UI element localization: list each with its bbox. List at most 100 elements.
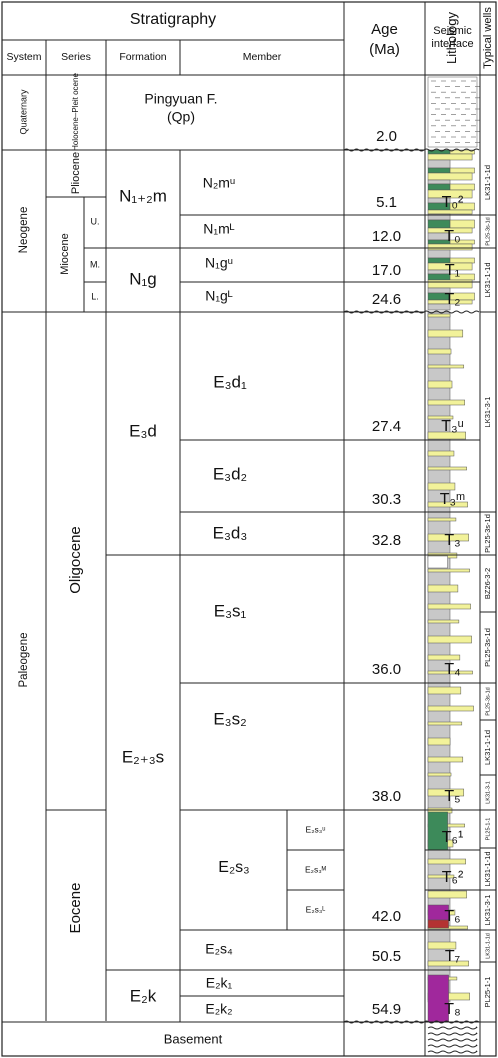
basement-wavy-line [427,1050,478,1054]
member-label: E₃d₁ [213,372,247,391]
basement-label: Basement [164,1031,223,1046]
lithology-bed [427,555,448,569]
seismic-interface-label: T₂ [445,291,461,308]
lithology-sand-bed [427,603,471,610]
system-label: Quaternary [18,89,28,135]
lithology-sand-bed [427,466,467,471]
submember-label: E₂s₃ᵘ [306,824,326,834]
series-oligocene-label: Oligocene [67,526,84,594]
well-label: PL25-3s-1d [483,628,492,667]
lithology-sand-bed [427,415,454,420]
age-value: 38.0 [372,788,401,805]
lithology-sand-bed [427,788,465,797]
lithology-sand-bed [427,619,460,624]
lithology-sand-bed [427,329,464,338]
lithology-sand-bed [427,772,452,777]
lithology-sand-bed [427,635,472,644]
lithology-sand-bed [427,517,457,522]
age-value: 12.0 [372,228,401,245]
formation-pingyuan-label: Pingyuan F. [144,91,217,107]
lithology-sand-bed [427,431,466,440]
lithology-red-mudstone [427,919,449,929]
header-formation: Formation [119,51,166,63]
lithology-sand-bed [427,737,451,746]
well-label: LK31-3-1 [485,781,491,804]
basement-wavy-line [427,1044,478,1048]
member-label: E₃s₂ [213,709,246,728]
system-label: Paleogene [18,633,30,688]
age-value: 32.8 [372,532,401,549]
well-label: LK31-1-1d [485,933,491,959]
series-eocene-label: Eocene [67,883,84,934]
lithology-sand-bed [427,941,457,950]
member-label: N₂mᵘ [203,175,236,191]
seismic-interface-label: T₈ [444,1001,460,1018]
lithology-sand-bed [427,670,473,675]
age-value: 27.4 [372,418,401,435]
member-label: E₂s₄ [205,941,233,957]
header-typical-wells: Typical wells [482,7,494,69]
well-label: PL25-3s-1d [483,514,492,553]
age-value: 17.0 [372,262,401,279]
lithology-sand-bed [427,399,465,406]
miocene-subseries-label: U. [91,216,100,226]
header-interface: interface [431,38,473,50]
member-label: E₂k₂ [205,1001,232,1017]
header-lithology: Lithology [444,11,459,64]
seismic-interface-label: T₃ᵐ [440,491,465,508]
lithology-bed [427,159,451,169]
age-value: 50.5 [372,948,401,965]
lithology-sand-bed [427,450,455,457]
seismic-interface-label: T₃ [444,532,460,549]
lithology-quaternary [427,76,478,148]
lithology-bed [427,167,451,174]
seismic-interface-label: T₆ [444,908,460,925]
lithology-sand-bed [427,654,461,661]
lithology-bed [427,249,451,259]
lithology-bed [427,183,451,191]
well-label: LK31-1-1d [483,262,492,297]
lithology-sand-bed [427,380,453,389]
lithology-bed [427,172,473,181]
lithology-sand-bed [427,858,466,865]
series-holocene-label: Holocene–Pleit ocene [71,73,80,151]
basement-wavy-line [427,1038,478,1042]
lithology-sand-bed [427,890,467,899]
well-label: BZ26-3-2 [483,568,492,599]
lithology-sand-bed [427,686,462,695]
member-label: E₂k₁ [206,975,233,991]
seismic-interface-label: T₆² [442,869,464,886]
age-value: 36.0 [372,661,401,678]
age-value: 30.3 [372,491,401,508]
header-series: Series [61,51,91,63]
lithology-bed [427,179,451,185]
header-seismic: Seismic [433,25,472,37]
lithology-sand-bed [427,533,469,542]
lithology-sand-bed [427,364,465,369]
seismic-interface-label: T₀² [442,194,464,211]
unconformity-wavy-line [343,310,480,314]
member-label: N₁mᴸ [203,221,234,237]
submember-label: E₂s₃ᴹ [305,864,327,874]
seismic-interface-label: T₆¹ [442,829,464,846]
lithology-bed [427,303,451,311]
miocene-subseries-label: L. [91,291,99,301]
lithology-bed [427,219,451,229]
header-age-unit: (Ma) [369,41,400,58]
member-label: E₂s₃ [218,859,249,876]
header-age: Age [371,21,398,38]
lithology-sand-bed [427,584,459,593]
well-label: PL25-1-1 [485,818,491,841]
unconformity-wavy-line [343,148,480,152]
age-value: 54.9 [372,1001,401,1018]
lithology-bed [449,183,475,191]
well-label: LK31-1-1d [483,165,492,200]
lithology-bed [427,153,473,161]
lithology-sand-bed [427,960,469,967]
lithology-sand-bed [427,874,455,879]
seismic-interface-label: T₀ [444,228,460,245]
seismic-interface-label: T₄ [444,661,460,678]
